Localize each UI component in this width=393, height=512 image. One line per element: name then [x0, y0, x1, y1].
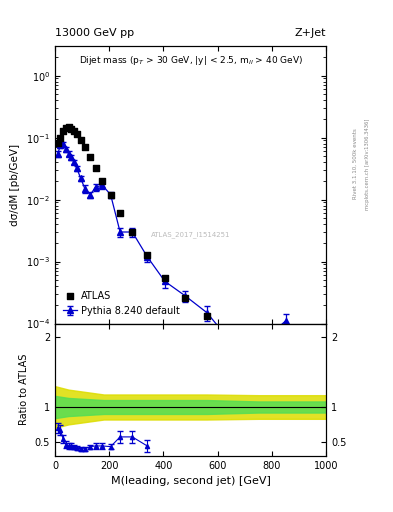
Text: Z+Jet: Z+Jet — [295, 28, 326, 38]
ATLAS — [73, 130, 80, 138]
ATLAS — [228, 335, 235, 344]
ATLAS — [65, 123, 72, 131]
Y-axis label: Ratio to ATLAS: Ratio to ATLAS — [19, 354, 29, 425]
Text: 13000 GeV pp: 13000 GeV pp — [55, 28, 134, 38]
Text: mcplots.cern.ch [arXiv:1306.3436]: mcplots.cern.ch [arXiv:1306.3436] — [365, 118, 370, 209]
Text: Rivet 3.1.10, 500k events: Rivet 3.1.10, 500k events — [353, 129, 358, 199]
ATLAS — [60, 126, 66, 135]
ATLAS — [82, 143, 88, 152]
ATLAS — [182, 294, 188, 302]
ATLAS — [107, 190, 114, 199]
ATLAS — [162, 273, 168, 282]
ATLAS — [144, 250, 151, 259]
ATLAS — [68, 124, 74, 133]
ATLAS — [63, 123, 69, 132]
ATLAS — [204, 312, 210, 321]
ATLAS — [78, 136, 84, 144]
ATLAS — [99, 177, 106, 185]
ATLAS — [87, 153, 94, 161]
Text: Dijet mass (p$_{T}$ > 30 GeV, |y| < 2.5, m$_{ll}$ > 40 GeV): Dijet mass (p$_{T}$ > 30 GeV, |y| < 2.5,… — [79, 54, 303, 68]
Text: ATLAS_2017_I1514251: ATLAS_2017_I1514251 — [151, 231, 230, 238]
ATLAS — [71, 126, 77, 135]
ATLAS — [255, 357, 262, 365]
Legend: ATLAS, Pythia 8.240 default: ATLAS, Pythia 8.240 default — [60, 288, 183, 318]
X-axis label: M(leading, second jet) [GeV]: M(leading, second jet) [GeV] — [111, 476, 270, 486]
ATLAS — [93, 164, 99, 173]
ATLAS — [282, 391, 288, 399]
ATLAS — [57, 134, 64, 142]
ATLAS — [117, 209, 123, 218]
Y-axis label: dσ/dM [pb/GeV]: dσ/dM [pb/GeV] — [10, 144, 20, 226]
ATLAS — [55, 139, 61, 147]
ATLAS — [129, 228, 136, 236]
